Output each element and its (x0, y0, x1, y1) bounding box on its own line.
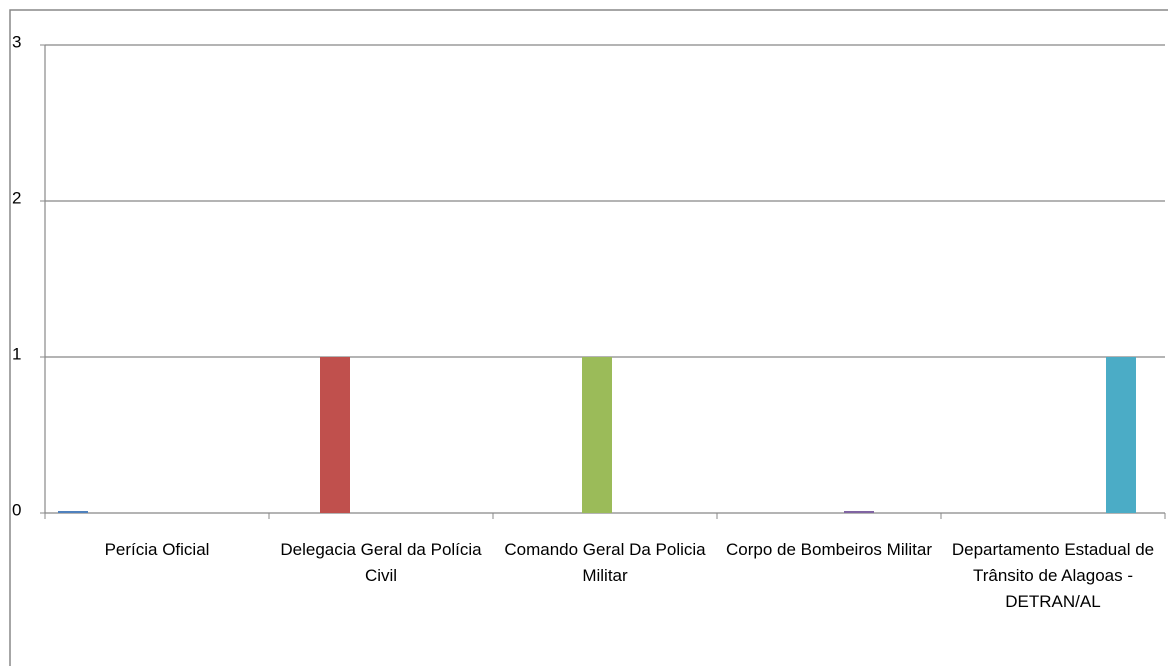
x-tick-label: Corpo de Bombeiros Militar (726, 540, 932, 559)
x-tick-label: Departamento Estadual de Trânsito de Ala… (951, 540, 1155, 611)
y-tick-label: 2 (12, 188, 21, 207)
y-tick-label: 3 (12, 32, 21, 51)
x-tick-label: Delegacia Geral da Polícia Civil (280, 540, 482, 585)
bar (58, 511, 88, 513)
bar (320, 357, 350, 513)
bar (844, 511, 874, 513)
y-tick-label: 1 (12, 344, 21, 363)
bar (1106, 357, 1136, 513)
x-tick-label: Comando Geral Da Policia Militar (504, 540, 706, 585)
chart-frame (9, 9, 1168, 666)
x-tick-label: Perícia Oficial (104, 540, 210, 559)
bar (582, 357, 612, 513)
y-tick-label: 0 (12, 500, 21, 519)
